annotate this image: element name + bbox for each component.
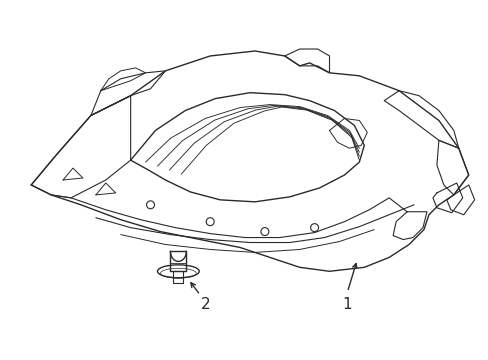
Text: 1: 1: [342, 297, 351, 311]
Text: 2: 2: [200, 297, 210, 311]
